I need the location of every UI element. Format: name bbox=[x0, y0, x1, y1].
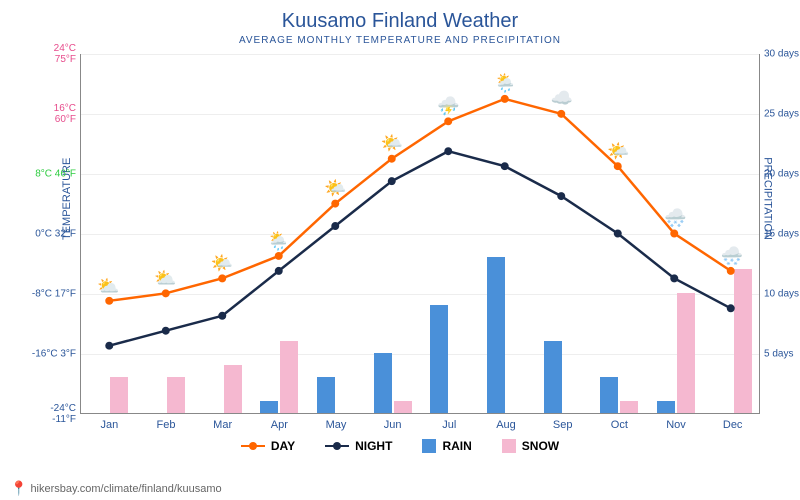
footer: 📍 hikersbay.com/climate/finland/kuusamo bbox=[10, 480, 222, 497]
gridline bbox=[81, 54, 759, 55]
y-left-tick: -16°C 3°F bbox=[31, 349, 76, 360]
weather-icon: ⛅ bbox=[97, 276, 121, 300]
weather-icon: 🌤️ bbox=[607, 141, 631, 165]
gridline bbox=[81, 234, 759, 235]
x-tick: Sep bbox=[553, 419, 573, 431]
weather-icon: 🌨️ bbox=[721, 246, 745, 270]
snow-bar bbox=[224, 365, 242, 413]
y-right-tick: 5 days bbox=[764, 349, 800, 360]
gridline bbox=[81, 114, 759, 115]
night-marker bbox=[275, 267, 283, 275]
x-tick: Apr bbox=[271, 419, 288, 431]
snow-bar bbox=[394, 401, 412, 413]
weather-icon: 🌨️ bbox=[664, 208, 688, 232]
weather-icon: ⛅ bbox=[154, 268, 178, 292]
y-right-tick: 20 days bbox=[764, 169, 800, 180]
plot-area: TEMPERATURE PRECIPITATION -24°C -11°F-16… bbox=[80, 54, 760, 414]
y-left-tick: 16°C 60°F bbox=[31, 103, 76, 125]
gridline bbox=[81, 174, 759, 175]
y-left-tick: -24°C -11°F bbox=[31, 403, 76, 425]
rain-bar bbox=[544, 341, 562, 413]
night-marker bbox=[557, 192, 565, 200]
footer-url[interactable]: hikersbay.com/climate/finland/kuusamo bbox=[30, 483, 221, 495]
rain-bar bbox=[374, 353, 392, 413]
rain-bar bbox=[260, 401, 278, 413]
x-tick: Oct bbox=[611, 419, 628, 431]
y-right-tick: 10 days bbox=[764, 289, 800, 300]
y-left-tick: -8°C 17°F bbox=[31, 289, 76, 300]
snow-bar bbox=[620, 401, 638, 413]
legend-swatch-day bbox=[241, 445, 265, 447]
day-marker bbox=[501, 95, 509, 103]
night-marker bbox=[218, 312, 226, 320]
day-marker bbox=[275, 252, 283, 260]
x-tick: Jul bbox=[442, 419, 456, 431]
snow-bar bbox=[280, 341, 298, 413]
legend-label-day: DAY bbox=[271, 439, 295, 453]
chart-title: Kuusamo Finland Weather bbox=[20, 10, 780, 33]
gridline bbox=[81, 294, 759, 295]
night-marker bbox=[162, 327, 170, 335]
day-marker bbox=[444, 117, 452, 125]
y-right-tick: 15 days bbox=[764, 229, 800, 240]
day-marker bbox=[388, 155, 396, 163]
legend-swatch-rain bbox=[422, 439, 436, 453]
rain-bar bbox=[430, 305, 448, 413]
night-marker bbox=[331, 222, 339, 230]
legend-item-rain: RAIN bbox=[422, 439, 471, 453]
weather-icon: ⛈️ bbox=[437, 96, 461, 120]
y-right-tick: 25 days bbox=[764, 109, 800, 120]
legend-label-snow: SNOW bbox=[522, 439, 559, 453]
day-marker bbox=[105, 297, 113, 305]
y-left-tick: 8°C 46°F bbox=[31, 169, 76, 180]
x-tick: Jan bbox=[100, 419, 118, 431]
snow-bar bbox=[677, 293, 695, 413]
x-tick: Jun bbox=[384, 419, 402, 431]
x-tick: May bbox=[326, 419, 347, 431]
chart-container: Kuusamo Finland Weather AVERAGE MONTHLY … bbox=[0, 0, 800, 500]
weather-icon: 🌤️ bbox=[381, 133, 405, 157]
night-marker bbox=[388, 177, 396, 185]
legend-item-night: NIGHT bbox=[325, 439, 392, 453]
weather-icon: ☁️ bbox=[551, 88, 575, 112]
legend: DAY NIGHT RAIN SNOW bbox=[20, 439, 780, 453]
x-tick: Nov bbox=[666, 419, 686, 431]
chart-subtitle: AVERAGE MONTHLY TEMPERATURE AND PRECIPIT… bbox=[20, 35, 780, 46]
day-marker bbox=[614, 162, 622, 170]
x-tick: Aug bbox=[496, 419, 516, 431]
legend-item-day: DAY bbox=[241, 439, 295, 453]
weather-icon: 🌤️ bbox=[324, 178, 348, 202]
snow-bar bbox=[734, 269, 752, 413]
night-marker bbox=[444, 147, 452, 155]
x-tick: Feb bbox=[157, 419, 176, 431]
legend-swatch-night bbox=[325, 445, 349, 447]
y-left-tick: 0°C 32°F bbox=[31, 229, 76, 240]
day-marker bbox=[218, 274, 226, 282]
legend-item-snow: SNOW bbox=[502, 439, 559, 453]
snow-bar bbox=[110, 377, 128, 413]
rain-bar bbox=[600, 377, 618, 413]
y-right-tick: 30 days bbox=[764, 49, 800, 60]
rain-bar bbox=[487, 257, 505, 413]
rain-bar bbox=[657, 401, 675, 413]
rain-bar bbox=[317, 377, 335, 413]
weather-icon: 🌤️ bbox=[211, 253, 235, 277]
y-left-tick: 24°C 75°F bbox=[31, 43, 76, 65]
weather-icon: 🌦️ bbox=[494, 73, 518, 97]
gridline bbox=[81, 354, 759, 355]
x-tick: Dec bbox=[723, 419, 743, 431]
snow-bar bbox=[167, 377, 185, 413]
night-marker bbox=[670, 274, 678, 282]
legend-swatch-snow bbox=[502, 439, 516, 453]
night-marker bbox=[501, 162, 509, 170]
day-line bbox=[109, 99, 731, 301]
legend-label-night: NIGHT bbox=[355, 439, 392, 453]
day-marker bbox=[331, 200, 339, 208]
night-marker bbox=[105, 342, 113, 350]
x-tick: Mar bbox=[213, 419, 232, 431]
location-pin-icon: 📍 bbox=[10, 480, 27, 497]
night-line bbox=[109, 151, 731, 345]
legend-label-rain: RAIN bbox=[442, 439, 471, 453]
